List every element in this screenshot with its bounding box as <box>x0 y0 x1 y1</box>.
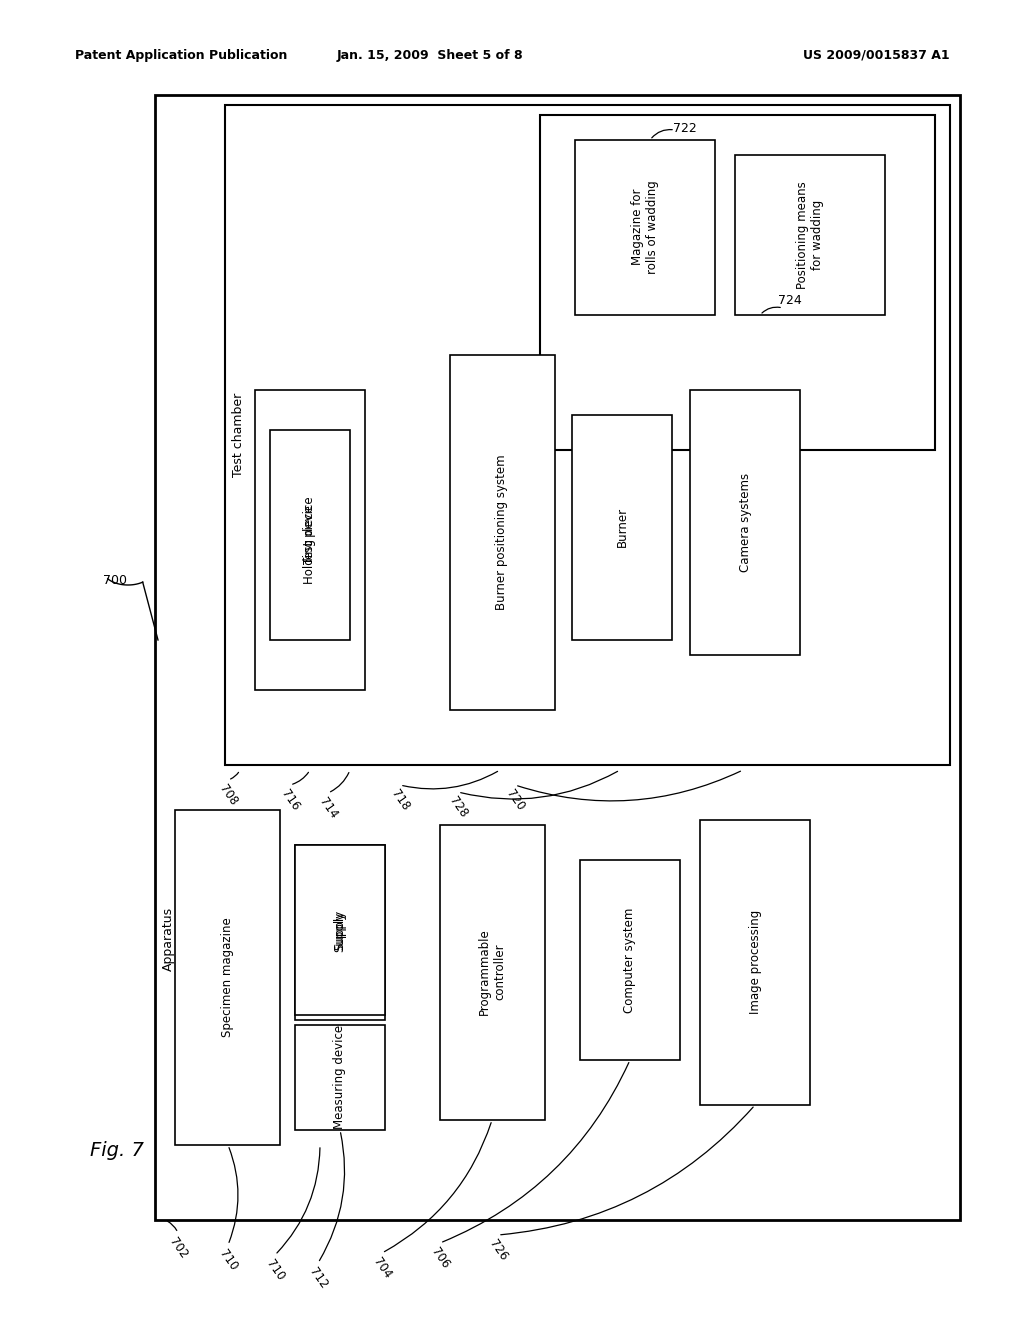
Text: Test chamber: Test chamber <box>231 393 245 477</box>
Text: 718: 718 <box>388 787 412 813</box>
Bar <box>270 430 350 640</box>
Text: 714: 714 <box>316 795 340 821</box>
Bar <box>540 115 935 450</box>
Text: Camera systems: Camera systems <box>738 473 752 572</box>
Text: 716: 716 <box>279 787 302 813</box>
Bar <box>735 154 885 315</box>
Text: Measuring device: Measuring device <box>334 1024 346 1129</box>
Text: 708: 708 <box>216 783 240 808</box>
Text: 728: 728 <box>446 795 470 820</box>
Text: Jan. 15, 2009  Sheet 5 of 8: Jan. 15, 2009 Sheet 5 of 8 <box>337 49 523 62</box>
Text: Burner: Burner <box>615 507 629 546</box>
Text: Specimen magazine: Specimen magazine <box>220 917 233 1038</box>
Bar <box>295 1026 385 1130</box>
Text: Magazine for
rolls of wadding: Magazine for rolls of wadding <box>631 180 659 273</box>
Text: 712: 712 <box>306 1265 330 1291</box>
Text: Burner positioning system: Burner positioning system <box>496 454 509 610</box>
Text: 720: 720 <box>503 787 526 813</box>
Text: 702: 702 <box>166 1236 189 1261</box>
Text: Holding device: Holding device <box>303 496 316 583</box>
Text: 724: 724 <box>778 293 802 306</box>
Text: 706: 706 <box>428 1245 452 1271</box>
Text: 722: 722 <box>673 121 697 135</box>
Bar <box>295 845 385 1015</box>
Text: Positioning means
for wadding: Positioning means for wadding <box>796 181 824 289</box>
Bar <box>440 825 545 1119</box>
Bar <box>450 355 555 710</box>
Text: Computer system: Computer system <box>624 907 637 1012</box>
Bar <box>580 861 680 1060</box>
Bar <box>572 414 672 640</box>
Text: Patent Application Publication: Patent Application Publication <box>75 49 288 62</box>
Text: Programmable
controller: Programmable controller <box>478 929 506 1015</box>
Bar <box>175 810 280 1144</box>
Text: 704: 704 <box>371 1255 394 1280</box>
Bar <box>575 140 715 315</box>
Bar <box>295 845 385 1020</box>
Text: Apparatus: Apparatus <box>162 907 174 970</box>
Text: 700: 700 <box>103 573 127 586</box>
Bar <box>155 95 961 1220</box>
Text: Test piece: Test piece <box>303 506 316 565</box>
Text: Supply: Supply <box>334 909 346 950</box>
Bar <box>690 389 800 655</box>
Text: 726: 726 <box>486 1237 510 1263</box>
Text: Image processing: Image processing <box>749 909 762 1014</box>
Text: Supply: Supply <box>334 912 346 952</box>
Text: US 2009/0015837 A1: US 2009/0015837 A1 <box>804 49 950 62</box>
Text: 710: 710 <box>263 1257 287 1283</box>
Text: Fig. 7: Fig. 7 <box>90 1140 144 1159</box>
Bar <box>255 389 365 690</box>
Bar <box>700 820 810 1105</box>
Text: 710: 710 <box>216 1247 240 1272</box>
Bar <box>225 106 950 766</box>
